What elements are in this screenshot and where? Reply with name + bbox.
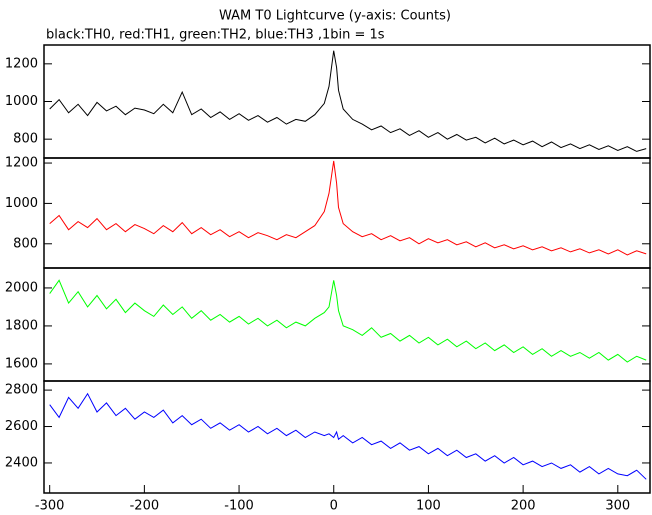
y-tick-label: 2000 bbox=[5, 280, 38, 295]
x-tick-label: -200 bbox=[130, 499, 160, 514]
x-tick-label: -100 bbox=[224, 499, 254, 514]
x-tick-label: 200 bbox=[511, 499, 536, 514]
y-tick-label: 800 bbox=[13, 236, 38, 251]
light-curve bbox=[49, 392, 647, 480]
y-tick-label: 1600 bbox=[5, 356, 38, 371]
panel-frame bbox=[43, 267, 651, 382]
y-tick-label: 2600 bbox=[5, 419, 38, 434]
y-tick-label: 1000 bbox=[5, 196, 38, 211]
y-tick-label: 1800 bbox=[5, 318, 38, 333]
y-tick-label: 2400 bbox=[5, 455, 38, 470]
x-tick-label: -300 bbox=[35, 499, 65, 514]
chart-title: WAM T0 Lightcurve (y-axis: Counts) bbox=[219, 9, 451, 24]
y-tick-label: 1000 bbox=[5, 94, 38, 109]
chart-subtitle: black:TH0, red:TH1, green:TH2, blue:TH3 … bbox=[46, 28, 385, 43]
y-tick-label: 800 bbox=[13, 132, 38, 147]
panel-frame bbox=[43, 157, 651, 269]
light-curve bbox=[49, 50, 647, 152]
panel-frame bbox=[43, 380, 651, 494]
light-curve bbox=[49, 279, 647, 363]
light-curve bbox=[49, 160, 647, 256]
y-tick-label: 1200 bbox=[5, 56, 38, 71]
y-tick-label: 2800 bbox=[5, 383, 38, 398]
panel-frame bbox=[43, 44, 651, 159]
x-tick-label: 0 bbox=[330, 499, 338, 514]
x-tick-label: 100 bbox=[416, 499, 441, 514]
x-tick-label: 300 bbox=[605, 499, 630, 514]
y-tick-label: 1200 bbox=[5, 156, 38, 171]
